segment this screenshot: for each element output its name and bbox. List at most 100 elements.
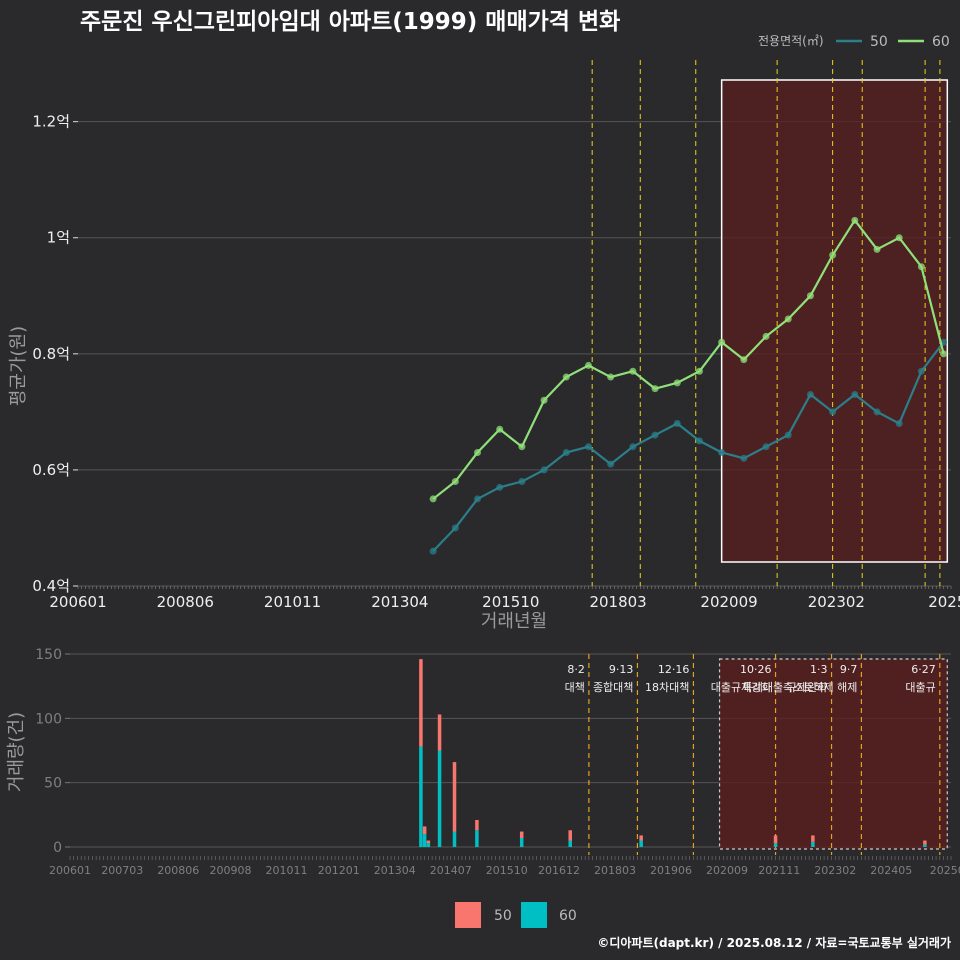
bar-50 (811, 835, 815, 842)
volume-x-tick-label: 202302 (814, 864, 856, 877)
price-chart-panel: 0.4억 0.6억 0.8억 1억 1.2억 200601 200806 201011 2013… (32, 60, 960, 611)
data-point-60 (917, 263, 925, 271)
data-point-60 (718, 338, 726, 346)
bar-50 (568, 830, 572, 841)
data-point-50 (806, 390, 814, 398)
data-point-60 (540, 396, 548, 404)
volume-highlight-region (718, 658, 948, 850)
data-point-50 (718, 449, 726, 456)
x-tick-label: 201304 (371, 593, 428, 611)
data-point-60 (518, 443, 526, 451)
bar-60 (773, 843, 778, 847)
volume-x-tick-label: 202111 (758, 864, 800, 877)
y-tick-label: 1억 (47, 229, 70, 247)
data-point-50 (451, 524, 459, 532)
policy-annotation-name: 대책 (565, 681, 585, 694)
data-point-60 (496, 425, 504, 433)
policy-annotation-name: 대출규제강화 (711, 681, 772, 694)
policy-annotation-date: 9·7 (840, 663, 858, 676)
data-point-60 (673, 379, 681, 387)
volume-x-tick-label: 200806 (157, 864, 199, 877)
data-point-60 (895, 234, 903, 242)
x-tick-label: 202009 (700, 593, 757, 611)
y-tick-label: 0.4억 (32, 577, 70, 595)
data-point-50 (740, 454, 748, 462)
bar-60 (568, 840, 572, 847)
x-tick-label: 2025 (928, 593, 960, 611)
volume-x-tick-label: 202405 (870, 864, 912, 877)
data-point-60 (940, 350, 948, 358)
data-point-50 (917, 367, 925, 375)
data-point-50 (496, 483, 504, 491)
data-point-50 (429, 547, 437, 555)
volume-chart-panel: 0 50 100 150 8·2 대책 9·13 종합대책 12·16 18차대책 10·26 대출규… (35, 647, 960, 877)
volume-x-tick-label: 201906 (650, 864, 692, 877)
data-point-60 (562, 373, 570, 381)
policy-annotation-name: 특례대출축소토허제 해제 (743, 680, 858, 694)
data-point-60 (629, 367, 637, 375)
policy-annotation-date: 6·27 (911, 663, 936, 676)
data-point-50 (562, 449, 570, 456)
bar-60 (811, 841, 815, 847)
data-point-50 (851, 390, 859, 398)
volume-y-tick-label: 150 (35, 647, 62, 663)
data-point-50 (629, 443, 637, 451)
bar-50 (773, 835, 778, 844)
volume-x-tick-label: 201201 (318, 864, 360, 877)
bar-60 (639, 840, 643, 847)
data-point-60 (806, 292, 814, 300)
bar-50 (639, 835, 643, 841)
bar-60 (923, 844, 927, 847)
data-point-60 (474, 449, 482, 456)
bar-50 (923, 840, 927, 845)
series-line-60 (432, 218, 945, 500)
volume-y-tick-label: 100 (35, 711, 62, 727)
legend-bar-label-60: 60 (559, 908, 577, 924)
bar-60 (437, 750, 442, 847)
data-point-50 (651, 431, 659, 439)
legend-label-50: 50 (870, 34, 888, 50)
data-point-50 (762, 443, 770, 451)
data-point-50 (584, 443, 592, 451)
data-point-60 (740, 356, 748, 364)
x-tick-label: 202302 (808, 593, 865, 611)
legend-swatch-60 (521, 902, 547, 928)
y-tick-label: 0.8억 (32, 345, 70, 363)
bar-50 (437, 714, 442, 751)
bar-50 (419, 659, 423, 747)
data-point-60 (651, 385, 659, 393)
bar-50 (426, 840, 431, 844)
legend-label-60: 60 (932, 34, 950, 50)
data-point-50 (873, 408, 881, 416)
data-point-50 (540, 466, 548, 474)
volume-x-tick-label: 201304 (374, 864, 416, 877)
volume-x-tick-label: 202009 (706, 864, 748, 877)
bar-50 (422, 826, 427, 835)
legend-title: 전용면적(㎡) (758, 34, 824, 48)
volume-x-tick-label: 20250 (930, 864, 960, 877)
data-point-50 (695, 437, 703, 445)
data-point-50 (895, 419, 903, 427)
data-point-60 (829, 251, 837, 259)
data-point-60 (873, 245, 881, 253)
x-tick-label: 200806 (157, 593, 214, 611)
legend-bar-label-50: 50 (494, 908, 512, 924)
policy-annotation-name: 대출규 (905, 681, 935, 694)
volume-x-tick-label: 200703 (101, 864, 143, 877)
policy-annotation-date: 1·3 (810, 663, 828, 676)
bar-60 (452, 831, 457, 847)
policy-annotation-name: 18차대책 (645, 681, 689, 694)
policy-annotation-date: 12·16 (658, 663, 690, 676)
bar-50 (475, 819, 479, 831)
policy-annotation-date: 9·13 (609, 663, 634, 676)
y-axis-title: 평균가(원) (8, 326, 29, 406)
policy-annotation-name: 규제완화 (787, 681, 827, 694)
volume-x-tick-label: 200601 (49, 864, 91, 877)
x-tick-label: 201510 (482, 593, 539, 611)
y-tick-label: 0.6억 (32, 461, 70, 479)
data-point-50 (673, 419, 681, 427)
volume-y-tick-label: 50 (44, 776, 62, 792)
bar-60 (419, 746, 423, 847)
policy-annotation-date: 10·26 (740, 663, 772, 676)
